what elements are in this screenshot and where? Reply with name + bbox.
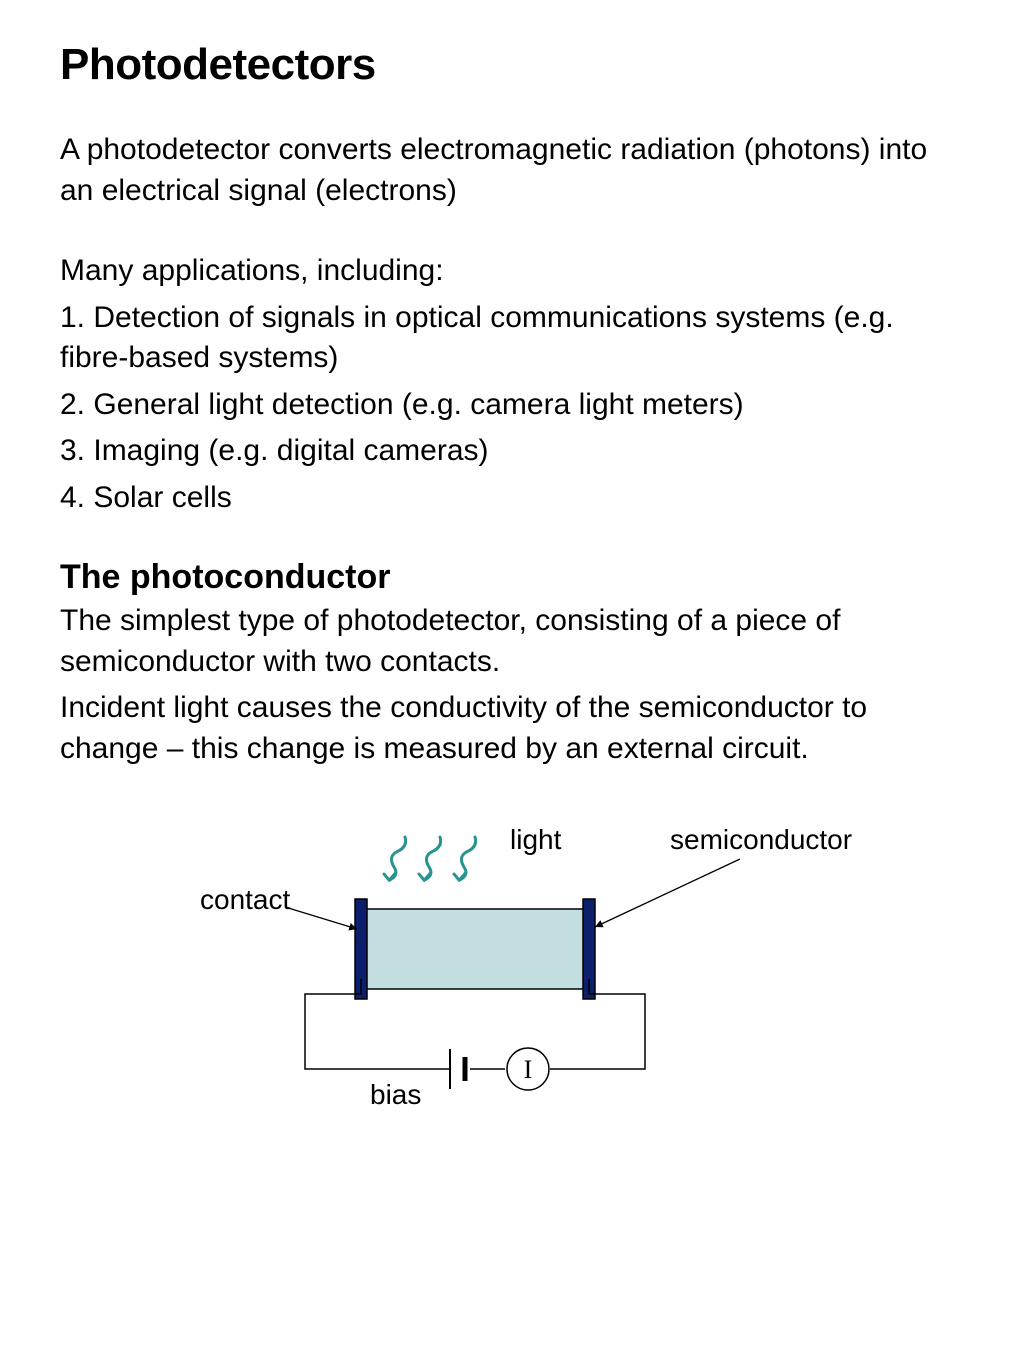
section-photoconductor-title: The photoconductor xyxy=(60,558,960,597)
label-light: light xyxy=(510,824,562,855)
section-photoconductor-p2: Incident light causes the conductivity o… xyxy=(60,688,960,769)
ammeter-letter: I xyxy=(524,1055,533,1084)
application-item-2: 2. General light detection (e.g. camera … xyxy=(60,385,960,426)
label-bias: bias xyxy=(370,1079,421,1110)
pointer-line-semiconductor xyxy=(595,859,740,927)
label-contact: contact xyxy=(200,884,290,915)
section-photoconductor-p1: The simplest type of photodetector, cons… xyxy=(60,601,960,682)
pointer-line-contact xyxy=(285,907,357,929)
label-semiconductor: semiconductor xyxy=(670,824,852,855)
light-arrow-icon xyxy=(418,835,444,882)
intro-paragraph: A photodetector converts electromagnetic… xyxy=(60,130,960,211)
application-item-1: 1. Detection of signals in optical commu… xyxy=(60,298,960,379)
application-item-3: 3. Imaging (e.g. digital cameras) xyxy=(60,431,960,472)
circuit-wire xyxy=(550,979,645,1069)
light-arrow-icon xyxy=(383,835,409,882)
circuit-wire xyxy=(305,979,450,1069)
semiconductor-body xyxy=(360,909,590,989)
photoconductor-diagram: Ilight semiconductor contact bias xyxy=(60,799,960,1129)
light-arrow-icon xyxy=(453,835,479,882)
applications-lead: Many applications, including: xyxy=(60,251,960,292)
application-item-4: 4. Solar cells xyxy=(60,478,960,519)
page-title: Photodetectors xyxy=(60,40,960,90)
